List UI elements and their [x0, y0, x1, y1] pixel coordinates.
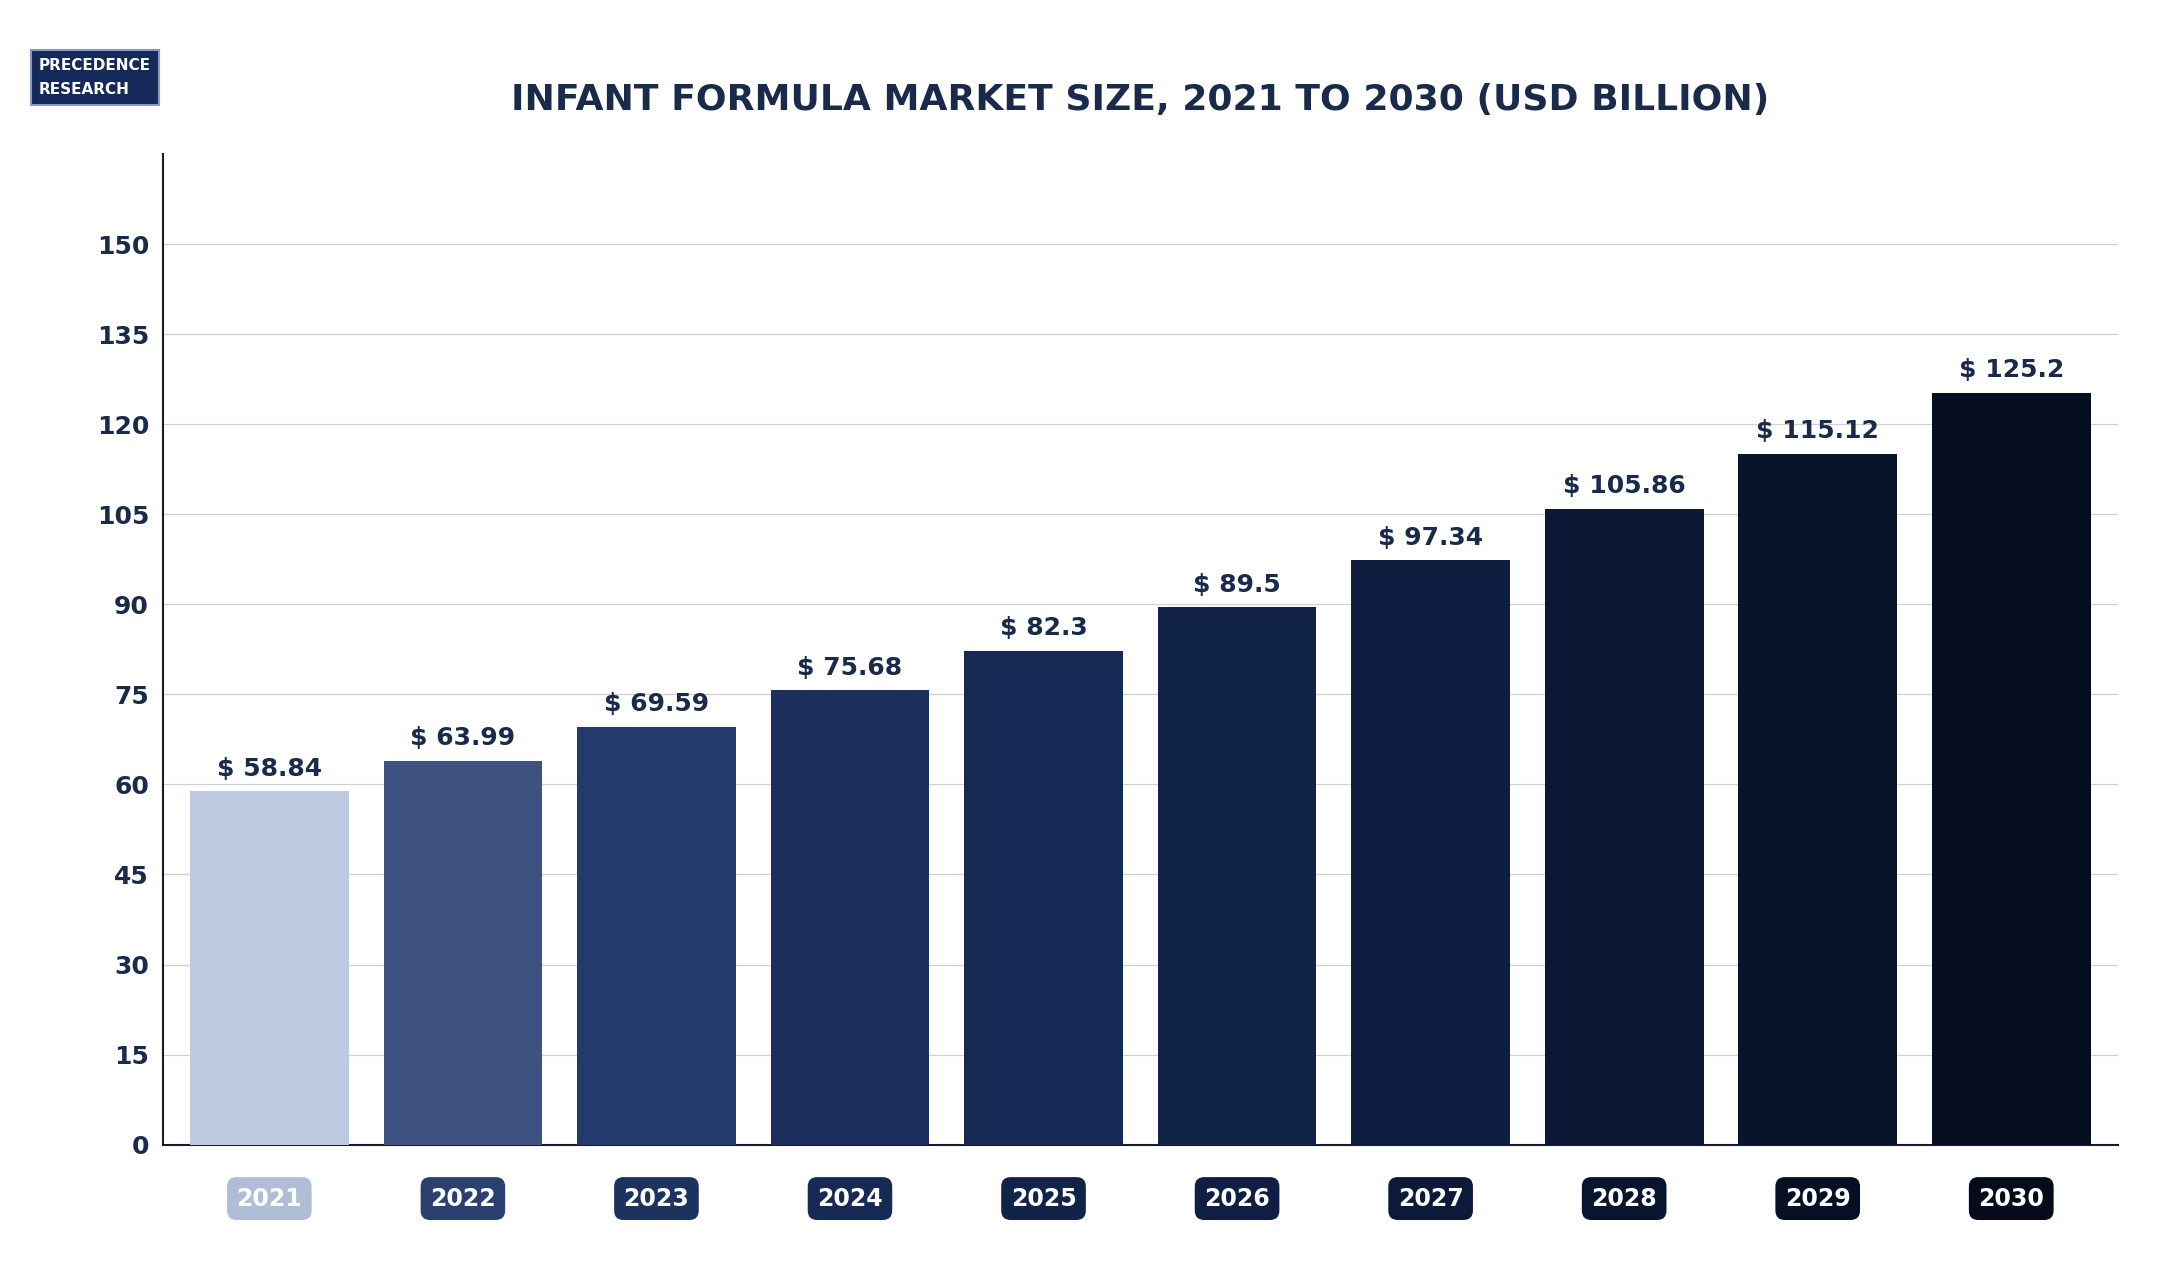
- Text: $ 105.86: $ 105.86: [1564, 475, 1685, 499]
- Bar: [964, 651, 1123, 1145]
- Bar: [578, 727, 736, 1145]
- Bar: [1544, 509, 1703, 1145]
- Text: 2027: 2027: [1399, 1187, 1464, 1210]
- Text: $ 115.12: $ 115.12: [1757, 419, 1879, 442]
- Bar: [1351, 561, 1510, 1145]
- Text: 2025: 2025: [1010, 1187, 1077, 1210]
- Bar: [189, 791, 350, 1145]
- Text: $ 75.68: $ 75.68: [797, 656, 904, 679]
- Text: $ 125.2: $ 125.2: [1959, 359, 2063, 382]
- Bar: [771, 691, 930, 1145]
- Text: $ 97.34: $ 97.34: [1377, 526, 1483, 549]
- Bar: [1738, 454, 1896, 1145]
- Text: $ 63.99: $ 63.99: [411, 725, 515, 750]
- Text: 2022: 2022: [430, 1187, 495, 1210]
- Text: PRECEDENCE
RESEARCH: PRECEDENCE RESEARCH: [39, 58, 152, 98]
- Text: 2026: 2026: [1203, 1187, 1271, 1210]
- Text: $ 69.59: $ 69.59: [604, 692, 708, 716]
- Text: 2021: 2021: [237, 1187, 302, 1210]
- Title: INFANT FORMULA MARKET SIZE, 2021 TO 2030 (USD BILLION): INFANT FORMULA MARKET SIZE, 2021 TO 2030…: [510, 82, 1770, 117]
- Text: 2028: 2028: [1592, 1187, 1657, 1210]
- Text: $ 82.3: $ 82.3: [999, 616, 1088, 640]
- Text: $ 58.84: $ 58.84: [217, 756, 321, 781]
- Text: 2030: 2030: [1979, 1187, 2044, 1210]
- Text: 2029: 2029: [1785, 1187, 1851, 1210]
- Text: $ 89.5: $ 89.5: [1192, 572, 1281, 597]
- Text: 2024: 2024: [817, 1187, 882, 1210]
- Bar: [384, 760, 543, 1145]
- Bar: [1158, 607, 1316, 1145]
- Bar: [1931, 394, 2092, 1145]
- Text: 2023: 2023: [623, 1187, 689, 1210]
